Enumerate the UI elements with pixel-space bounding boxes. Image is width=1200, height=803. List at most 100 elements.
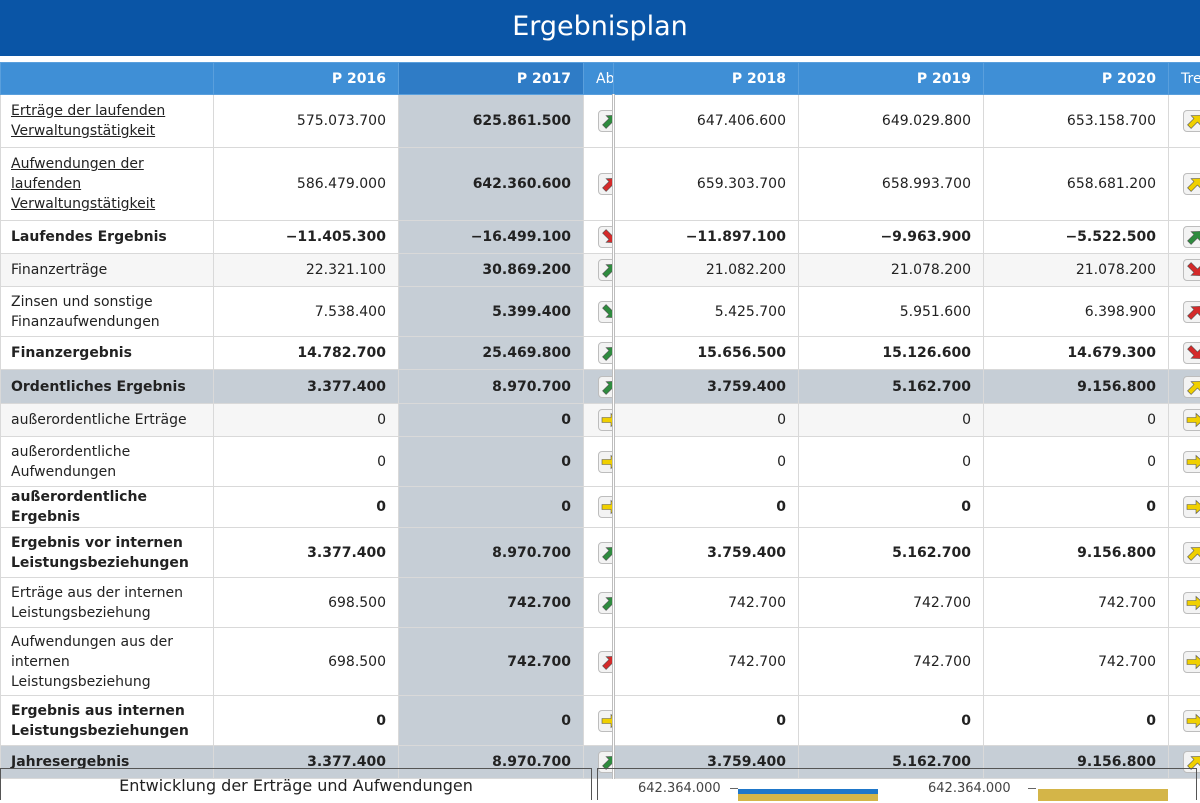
cell-ab-arrow bbox=[584, 696, 614, 746]
chart-panel-right: 642.364.000 642.364.000 bbox=[597, 768, 1197, 800]
trend-arrow-icon bbox=[598, 592, 614, 614]
cell-p2016: 0 bbox=[214, 696, 399, 746]
col-header-p2020[interactable]: P 2020 bbox=[984, 63, 1169, 95]
trend-arrow-icon bbox=[598, 301, 614, 323]
row-label-text: außerordentliche Aufwendungen bbox=[11, 444, 130, 480]
cell-p2017: 0 bbox=[399, 487, 584, 528]
cell-p2019: −9.963.900 bbox=[799, 221, 984, 254]
cell-p2018: 3.759.400 bbox=[614, 370, 799, 404]
cell-p2017: −16.499.100 bbox=[399, 221, 584, 254]
cell-p2017: 8.970.700 bbox=[399, 370, 584, 404]
row-label: Laufendes Ergebnis bbox=[1, 221, 214, 254]
table-row: Aufwendungen der laufenden Verwaltungstä… bbox=[1, 148, 1200, 221]
cell-p2019: 0 bbox=[799, 404, 984, 437]
axis-tick-2 bbox=[1028, 788, 1036, 789]
cell-ab-arrow bbox=[584, 254, 614, 287]
cell-ab-arrow bbox=[584, 404, 614, 437]
cell-p2016: 3.377.400 bbox=[214, 528, 399, 578]
trend-arrow-icon bbox=[598, 710, 614, 732]
cell-tr-arrow bbox=[1169, 287, 1200, 337]
cell-tr-arrow bbox=[1169, 696, 1200, 746]
cell-p2020: 9.156.800 bbox=[984, 528, 1169, 578]
cell-tr-arrow bbox=[1169, 404, 1200, 437]
trend-arrow-icon bbox=[598, 496, 614, 518]
col-header-p2017[interactable]: P 2017 bbox=[399, 63, 584, 95]
cell-p2019: 742.700 bbox=[799, 628, 984, 696]
col-header-p2018[interactable]: P 2018 bbox=[614, 63, 799, 95]
cell-p2016: 698.500 bbox=[214, 628, 399, 696]
trend-arrow-icon bbox=[1183, 710, 1200, 732]
cell-p2018: 647.406.600 bbox=[614, 95, 799, 148]
trend-arrow-icon bbox=[598, 542, 614, 564]
cell-p2016: 698.500 bbox=[214, 578, 399, 628]
cell-p2017: 25.469.800 bbox=[399, 337, 584, 370]
cell-p2018: 0 bbox=[614, 437, 799, 487]
col-header-p2019[interactable]: P 2019 bbox=[799, 63, 984, 95]
trend-arrow-icon bbox=[598, 451, 614, 473]
bar-gold bbox=[1038, 789, 1168, 801]
cell-p2018: 0 bbox=[614, 404, 799, 437]
chart-title: Entwicklung der Erträge und Aufwendungen bbox=[119, 776, 473, 795]
cell-ab-arrow bbox=[584, 287, 614, 337]
cell-p2019: 0 bbox=[799, 437, 984, 487]
cell-p2018: 0 bbox=[614, 696, 799, 746]
row-label-text: Aufwendungen aus der internen Leistungsb… bbox=[11, 634, 173, 690]
cell-tr-arrow bbox=[1169, 95, 1200, 148]
cell-p2018: −11.897.100 bbox=[614, 221, 799, 254]
row-label-text: Ergebnis aus internen Leistungsbeziehung… bbox=[11, 703, 189, 739]
row-label-link[interactable]: Aufwendungen der laufenden Verwaltungstä… bbox=[11, 156, 155, 212]
trend-arrow-icon bbox=[598, 173, 614, 195]
trend-arrow-icon bbox=[1183, 226, 1200, 248]
cell-ab-arrow bbox=[584, 337, 614, 370]
cell-tr-arrow bbox=[1169, 221, 1200, 254]
table-row: Erträge aus der internen Leistungsbezieh… bbox=[1, 578, 1200, 628]
cell-p2016: 0 bbox=[214, 487, 399, 528]
cell-p2018: 659.303.700 bbox=[614, 148, 799, 221]
row-label-text: Laufendes Ergebnis bbox=[11, 229, 167, 245]
cell-p2019: 21.078.200 bbox=[799, 254, 984, 287]
trend-arrow-icon bbox=[1183, 342, 1200, 364]
cell-p2016: −11.405.300 bbox=[214, 221, 399, 254]
trend-arrow-icon bbox=[598, 110, 614, 132]
cell-ab-arrow bbox=[584, 578, 614, 628]
trend-arrow-icon bbox=[1183, 409, 1200, 431]
trend-arrow-icon bbox=[1183, 259, 1200, 281]
cell-p2019: 15.126.600 bbox=[799, 337, 984, 370]
trend-arrow-icon bbox=[1183, 376, 1200, 398]
row-label-link[interactable]: Erträge der laufenden Verwaltungstätigke… bbox=[11, 103, 165, 139]
cell-p2020: 742.700 bbox=[984, 628, 1169, 696]
row-label: Finanzerträge bbox=[1, 254, 214, 287]
cell-p2020: 0 bbox=[984, 487, 1169, 528]
cell-tr-arrow bbox=[1169, 337, 1200, 370]
cell-ab-arrow bbox=[584, 221, 614, 254]
trend-arrow-icon bbox=[598, 259, 614, 281]
cell-p2020: 6.398.900 bbox=[984, 287, 1169, 337]
table-row: Aufwendungen aus der internen Leistungsb… bbox=[1, 628, 1200, 696]
cell-tr-arrow bbox=[1169, 148, 1200, 221]
row-label: Erträge aus der internen Leistungsbezieh… bbox=[1, 578, 214, 628]
axis-tick-1 bbox=[730, 788, 738, 789]
row-label: Finanzergebnis bbox=[1, 337, 214, 370]
cell-tr-arrow bbox=[1169, 578, 1200, 628]
cell-p2016: 22.321.100 bbox=[214, 254, 399, 287]
table-row: Ergebnis vor internen Leistungsbeziehung… bbox=[1, 528, 1200, 578]
row-label: außerordentliche Erträge bbox=[1, 404, 214, 437]
cell-tr-arrow bbox=[1169, 370, 1200, 404]
row-label: Ergebnis vor internen Leistungsbeziehung… bbox=[1, 528, 214, 578]
row-label: Ergebnis aus internen Leistungsbeziehung… bbox=[1, 696, 214, 746]
cell-p2017: 642.360.600 bbox=[399, 148, 584, 221]
trend-arrow-icon bbox=[1183, 173, 1200, 195]
row-label: Zinsen und sonstige Finanzaufwendungen bbox=[1, 287, 214, 337]
row-label-text: Ergebnis vor internen Leistungsbeziehung… bbox=[11, 535, 189, 571]
cell-p2019: 0 bbox=[799, 487, 984, 528]
cell-p2020: −5.522.500 bbox=[984, 221, 1169, 254]
col-header-tr[interactable]: Tre bbox=[1169, 63, 1200, 95]
cell-p2016: 14.782.700 bbox=[214, 337, 399, 370]
cell-tr-arrow bbox=[1169, 628, 1200, 696]
col-header-p2016[interactable]: P 2016 bbox=[214, 63, 399, 95]
col-header-ab[interactable]: Ab bbox=[584, 63, 614, 95]
